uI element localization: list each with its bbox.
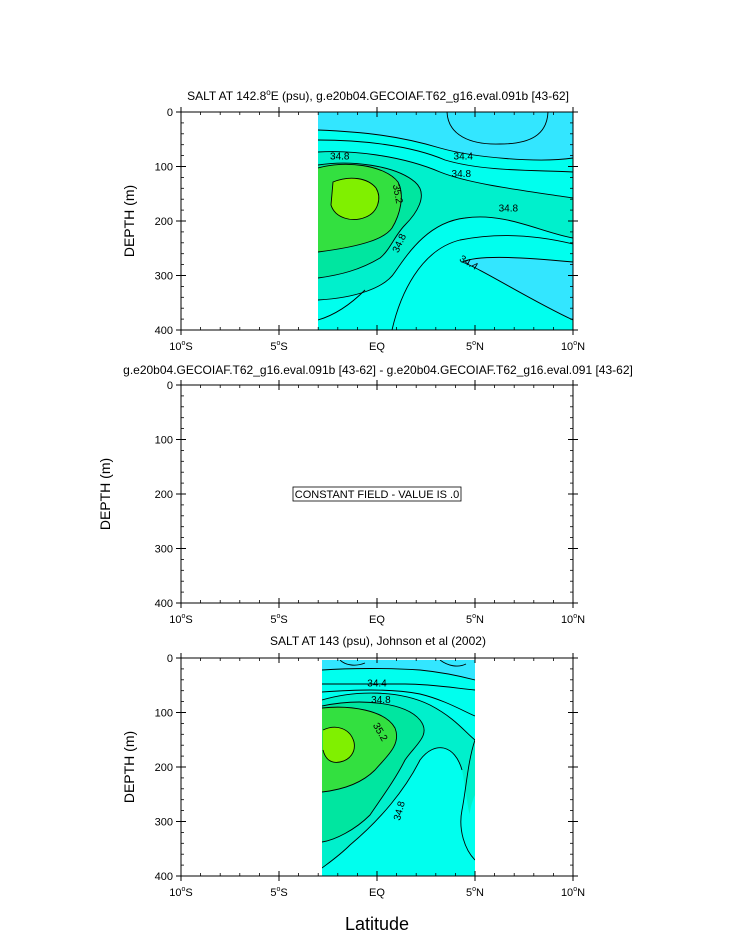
- contour-label-text: 34.8: [330, 152, 350, 163]
- x-tick-label: 5oS: [270, 613, 287, 626]
- contour-label-text: 34.8: [499, 203, 519, 214]
- band-34-2-upper: [318, 112, 573, 160]
- x-tick-label: EQ: [369, 887, 385, 899]
- panel-2-ylabel: DEPTH (m): [97, 458, 113, 530]
- contour-label-text: 35.2: [390, 183, 404, 205]
- y-tick-label: 400: [155, 871, 173, 883]
- y-tick-label: 0: [167, 107, 173, 119]
- constant-field-box: [292, 486, 462, 502]
- contour-label: 34.4: [454, 152, 474, 163]
- y-tick-label: 0: [167, 653, 173, 665]
- y-tick-label: 300: [155, 271, 173, 283]
- y-tick-label: 200: [155, 762, 173, 774]
- x-tick-label: 5oS: [270, 886, 287, 899]
- contour-label-text: 34.8: [371, 695, 391, 706]
- panel-3-contours: [322, 660, 475, 869]
- panel-1: SALT AT 142.8oE (psu), g.e20b04.GECOIAF.…: [121, 88, 585, 353]
- x-tick-label: 5oN: [466, 886, 484, 899]
- panel-1-ylabel: DEPTH (m): [121, 185, 137, 257]
- panel-3: SALT AT 143 (psu), Johnson et al (2002): [121, 634, 585, 899]
- contour-label-text: 34.4: [367, 679, 387, 690]
- y-tick-label: 300: [155, 544, 173, 556]
- band-34-2-lower: [462, 257, 573, 320]
- panel-3-title: SALT AT 143 (psu), Johnson et al (2002): [270, 634, 486, 648]
- band-34-6-right: [467, 795, 475, 876]
- band-35-4: [331, 178, 379, 220]
- contour-label: 34.8: [371, 695, 391, 706]
- y-tick-label: 400: [155, 598, 173, 610]
- band-34-4-top: [322, 668, 475, 690]
- panel-2: g.e20b04.GECOIAF.T62_g16.eval.091b [43-6…: [97, 363, 633, 626]
- contour-label: 34.8: [499, 203, 519, 214]
- y-tick-label: 100: [155, 708, 173, 720]
- contour-label: 34.8: [452, 169, 472, 180]
- y-tick-label: 300: [155, 817, 173, 829]
- panel-2-title: g.e20b04.GECOIAF.T62_g16.eval.091b [43-6…: [123, 363, 633, 377]
- panel-1-axes: 0 100 200 300 400 10oS 5oS EQ 5oN 10oN: [155, 107, 585, 353]
- x-tick-label: 5oN: [466, 613, 484, 626]
- contour-label-text: 34.8: [452, 169, 472, 180]
- panel-1-title: SALT AT 142.8oE (psu), g.e20b04.GECOIAF.…: [187, 88, 569, 103]
- panel-1-field: [318, 112, 573, 330]
- y-tick-label: 200: [155, 216, 173, 228]
- x-tick-label: 10oN: [561, 613, 585, 626]
- x-tick-label: 5oN: [466, 340, 484, 353]
- contour-label: 34.4: [367, 679, 387, 690]
- x-tick-label: 10oS: [169, 340, 193, 353]
- y-tick-label: 400: [155, 325, 173, 337]
- x-tick-label: 10oN: [561, 340, 585, 353]
- y-tick-label: 100: [155, 162, 173, 174]
- contour-label-text: 34.8: [392, 800, 408, 822]
- figure-xlabel: Latitude: [345, 914, 409, 934]
- x-tick-label: 10oS: [169, 886, 193, 899]
- contour-label: 35.2: [390, 183, 404, 205]
- y-tick-label: 100: [155, 435, 173, 447]
- panel-3-axes: 0 100 200 300 400 10oS 5oS EQ 5oN 10oN: [155, 653, 585, 899]
- x-tick-label: EQ: [369, 614, 385, 626]
- panel-1-contours: [318, 112, 573, 330]
- x-tick-label: 10oN: [561, 886, 585, 899]
- band-35-4: [323, 727, 355, 763]
- x-tick-label: 10oS: [169, 613, 193, 626]
- contour-label-text: 34.4: [454, 152, 474, 163]
- x-tick-label: EQ: [369, 341, 385, 353]
- panel-2-axes: 0 100 200 300 400 10oS 5oS EQ 5oN 10oN: [155, 380, 585, 626]
- x-tick-label: 5oS: [270, 340, 287, 353]
- contour-label: 34.8: [392, 800, 408, 822]
- y-tick-label: 0: [167, 380, 173, 392]
- panel-3-field: [322, 660, 475, 876]
- y-tick-label: 200: [155, 489, 173, 501]
- panel-3-ylabel: DEPTH (m): [121, 731, 137, 803]
- band-34-2-top: [322, 660, 475, 680]
- constant-field-label: CONSTANT FIELD - VALUE IS .0: [295, 489, 459, 501]
- contour-label: 34.8: [330, 152, 350, 163]
